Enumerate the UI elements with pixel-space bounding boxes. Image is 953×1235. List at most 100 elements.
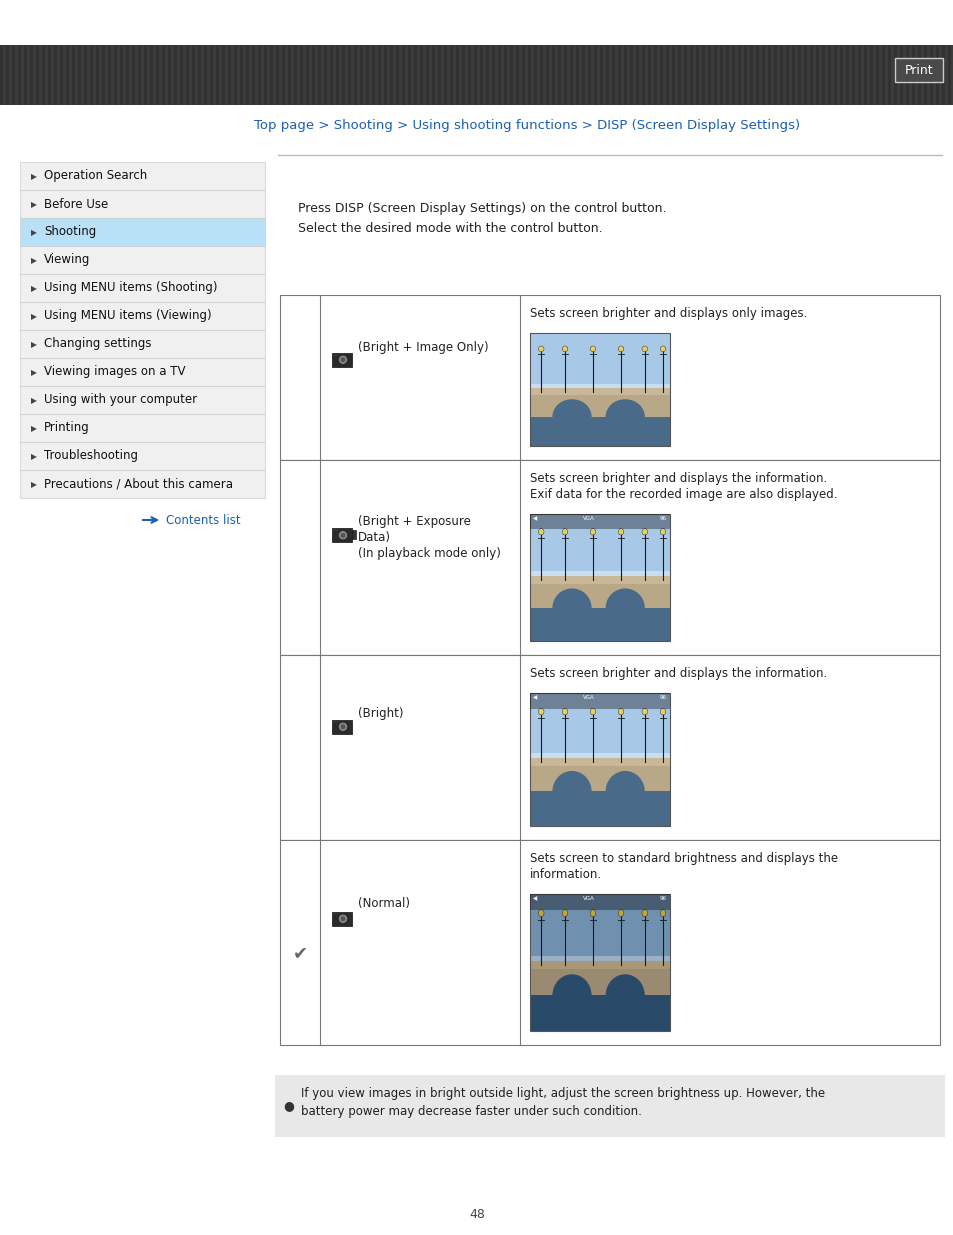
Text: Select the desired mode with the control button.: Select the desired mode with the control… [297, 222, 602, 235]
Text: (Normal): (Normal) [357, 898, 410, 910]
Ellipse shape [618, 529, 623, 535]
Bar [280, 840, 939, 1045]
Bar [222, 44, 225, 105]
Bar [348, 44, 351, 105]
Bar [233, 44, 236, 105]
Bar [720, 44, 722, 105]
Bar [530, 956, 669, 981]
Text: Before Use: Before Use [44, 198, 108, 210]
Text: (In playback mode only): (In playback mode only) [357, 547, 500, 559]
Bar [840, 44, 842, 105]
Text: ▶: ▶ [31, 341, 37, 350]
Bar [352, 530, 355, 540]
Text: Viewing: Viewing [44, 253, 91, 267]
Ellipse shape [340, 532, 345, 537]
Bar [749, 44, 752, 105]
Bar [516, 44, 518, 105]
Bar [20, 471, 265, 498]
Bar [530, 961, 669, 969]
Bar [935, 44, 938, 105]
Bar [78, 44, 81, 105]
Bar [530, 693, 669, 826]
Bar [414, 44, 416, 105]
Ellipse shape [561, 529, 567, 535]
Bar [333, 911, 337, 915]
Bar [534, 44, 537, 105]
Text: Printing: Printing [44, 421, 90, 435]
Text: ▶: ▶ [31, 452, 37, 462]
Bar [461, 44, 464, 105]
Bar [791, 44, 794, 105]
Ellipse shape [338, 531, 347, 540]
Bar [108, 44, 111, 105]
Bar [275, 44, 278, 105]
Bar [530, 789, 669, 826]
Bar [71, 44, 75, 105]
Ellipse shape [537, 346, 543, 352]
Bar [683, 44, 686, 105]
Bar [330, 44, 333, 105]
Text: 48: 48 [469, 1209, 484, 1221]
Bar [857, 44, 861, 105]
Text: Using with your computer: Using with your computer [44, 394, 197, 406]
Bar [809, 44, 812, 105]
Bar [941, 44, 944, 105]
Text: ▶: ▶ [31, 425, 37, 433]
Bar [530, 333, 669, 446]
Bar [503, 44, 506, 105]
Bar [324, 44, 327, 105]
Bar [30, 44, 33, 105]
Text: If you view images in bright outside light, adjust the screen brightness up. How: If you view images in bright outside lig… [301, 1087, 824, 1100]
Text: VGA: VGA [582, 695, 594, 700]
Text: Sets screen brighter and displays only images.: Sets screen brighter and displays only i… [530, 308, 806, 320]
Bar [317, 44, 320, 105]
Text: Print: Print [903, 63, 932, 77]
Bar [36, 44, 39, 105]
Text: Changing settings: Changing settings [44, 337, 152, 351]
Ellipse shape [552, 771, 591, 811]
Bar [521, 44, 524, 105]
Bar [696, 44, 699, 105]
Ellipse shape [338, 356, 347, 364]
Text: ▶: ▶ [31, 173, 37, 182]
Ellipse shape [552, 399, 591, 433]
Text: ▶: ▶ [31, 228, 37, 237]
Bar [180, 44, 183, 105]
Text: ▶: ▶ [31, 368, 37, 378]
Bar [479, 44, 482, 105]
Ellipse shape [641, 346, 647, 352]
Bar [156, 44, 159, 105]
Bar [530, 514, 669, 571]
Bar [306, 44, 309, 105]
Bar [545, 44, 548, 105]
Text: 96: 96 [659, 516, 666, 521]
Text: Precautions / About this camera: Precautions / About this camera [44, 478, 233, 490]
Ellipse shape [561, 346, 567, 352]
Bar [833, 44, 836, 105]
Text: Using MENU items (Shooting): Using MENU items (Shooting) [44, 282, 217, 294]
Bar [761, 44, 764, 105]
Text: information.: information. [530, 868, 601, 881]
Bar [530, 753, 669, 777]
Text: Troubleshooting: Troubleshooting [44, 450, 138, 462]
Bar [530, 391, 669, 416]
Bar [341, 44, 345, 105]
Bar [947, 44, 950, 105]
Bar [530, 514, 669, 641]
Text: battery power may decrease faster under such condition.: battery power may decrease faster under … [301, 1105, 641, 1118]
Ellipse shape [561, 709, 567, 715]
Bar [96, 44, 99, 105]
Bar [530, 571, 669, 594]
Bar [395, 44, 398, 105]
Bar [851, 44, 854, 105]
Bar [113, 44, 117, 105]
Bar [893, 44, 896, 105]
Bar [530, 415, 669, 446]
Bar [354, 44, 356, 105]
Bar [530, 333, 669, 384]
Bar [618, 44, 620, 105]
Text: ▶: ▶ [31, 396, 37, 405]
Bar [90, 44, 92, 105]
Bar [333, 353, 337, 356]
Bar [274, 1074, 944, 1137]
